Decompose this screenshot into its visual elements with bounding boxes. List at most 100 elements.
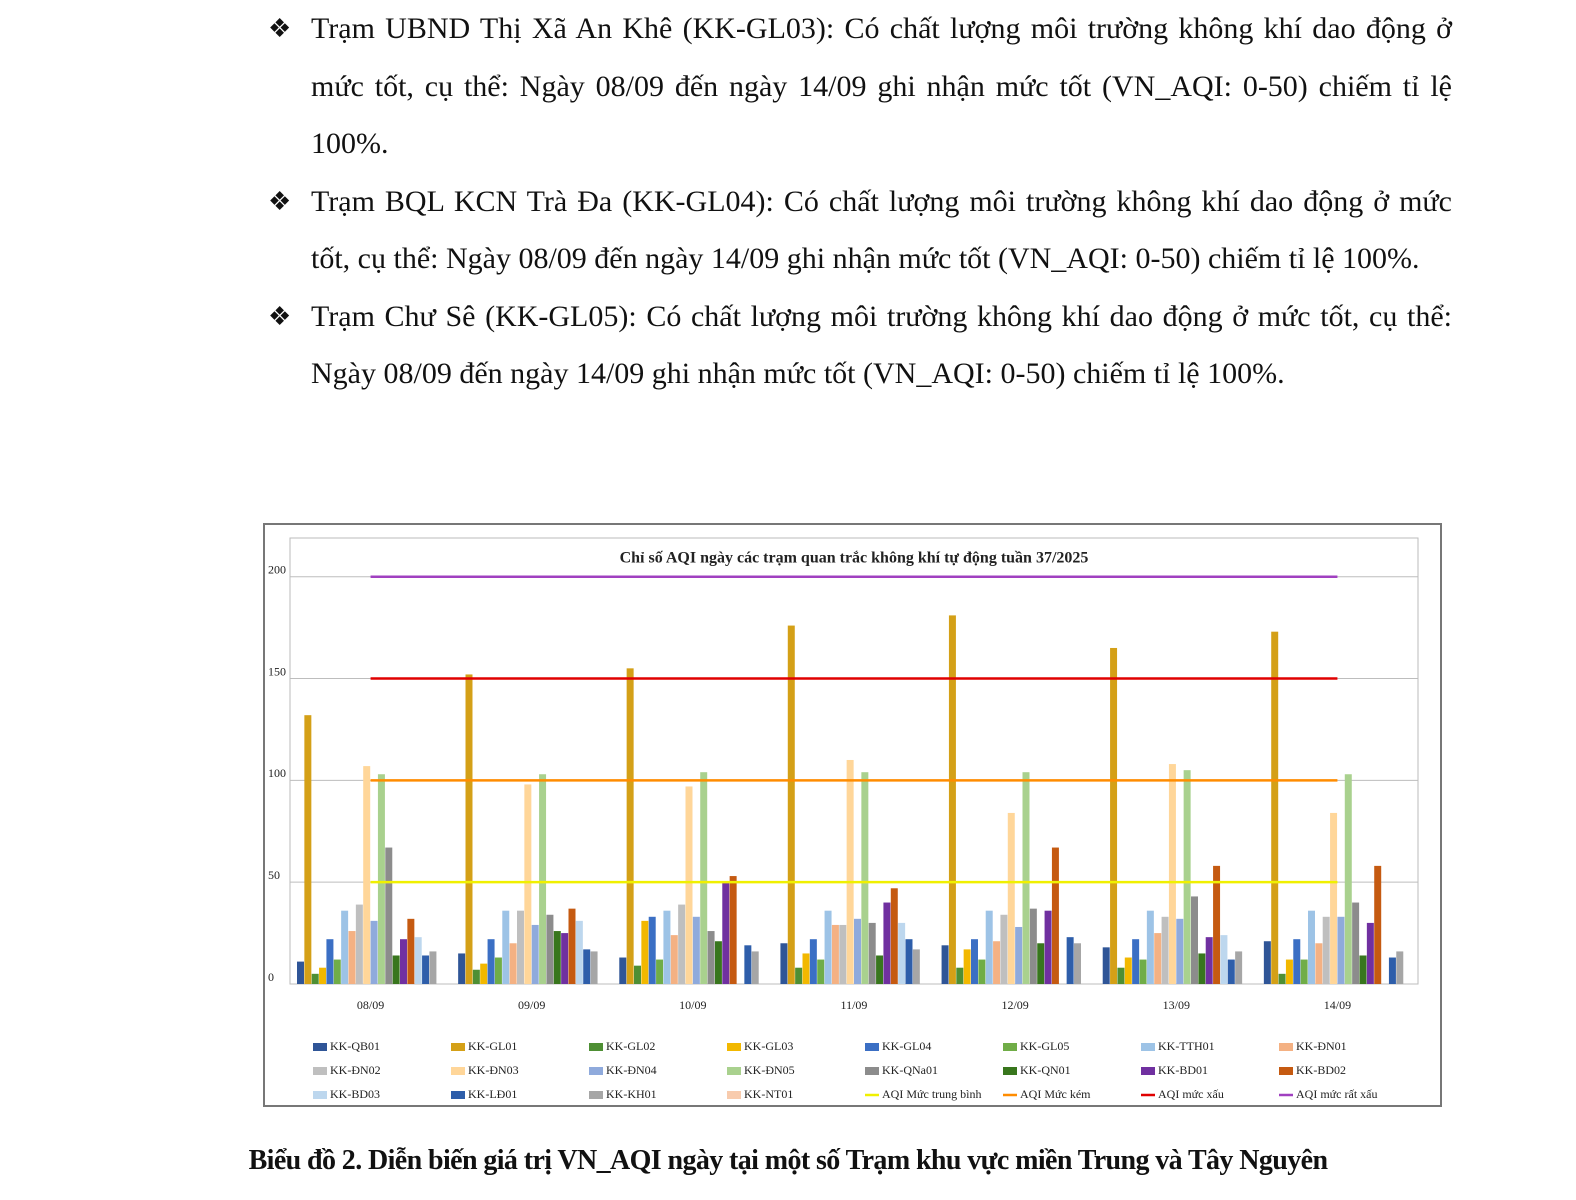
- bar: [809, 939, 817, 984]
- document: ❖ Trạm UBND Thị Xã An Khê (KK-GL03): Có c…: [268, 0, 1452, 403]
- bar: [1102, 947, 1110, 984]
- bar: [941, 945, 949, 984]
- legend-marker: [727, 1067, 741, 1075]
- legend-label: AQI mức xấu: [1158, 1087, 1224, 1101]
- bar: [678, 904, 686, 984]
- legend-marker: [1279, 1067, 1293, 1075]
- bar: [1191, 896, 1198, 984]
- bar: [905, 939, 913, 984]
- bar: [1374, 865, 1382, 984]
- bar: [531, 924, 539, 984]
- legend-label: KK-ĐN03: [468, 1063, 519, 1077]
- bar: [1066, 937, 1074, 984]
- legend-label: KK-GL01: [468, 1039, 517, 1053]
- legend-marker: [451, 1067, 465, 1075]
- bar: [641, 920, 649, 984]
- bar: [1154, 933, 1162, 984]
- bar: [414, 937, 422, 984]
- bar: [912, 949, 920, 984]
- bar: [839, 924, 847, 984]
- bar: [751, 951, 759, 984]
- bar: [1015, 926, 1023, 984]
- bar: [824, 910, 832, 984]
- bar: [692, 916, 700, 984]
- bar: [985, 910, 993, 984]
- x-tick-label: 14/09: [1324, 998, 1351, 1012]
- legend-marker: [865, 1043, 879, 1051]
- bar: [1278, 973, 1286, 984]
- bar: [898, 922, 906, 984]
- bar: [802, 953, 810, 984]
- bar: [1344, 774, 1352, 984]
- bar: [1183, 770, 1191, 984]
- bar: [854, 918, 861, 984]
- bar: [341, 910, 349, 984]
- legend-label: AQI Mức kém: [1020, 1087, 1091, 1101]
- x-tick-label: 13/09: [1163, 998, 1190, 1012]
- bar: [400, 939, 407, 984]
- bar: [509, 943, 517, 984]
- bar: [333, 959, 341, 984]
- legend-marker: [589, 1067, 603, 1075]
- bar: [1315, 943, 1323, 984]
- bar: [780, 943, 788, 984]
- bar: [1388, 957, 1396, 984]
- bar: [1074, 943, 1081, 984]
- legend-label: KK-GL04: [882, 1039, 931, 1053]
- legend-label: KK-ĐN05: [744, 1063, 795, 1077]
- bar: [993, 941, 1001, 984]
- bar: [876, 955, 884, 984]
- bar: [494, 957, 502, 984]
- bullet-icon: ❖: [268, 186, 292, 216]
- bar: [546, 914, 554, 984]
- legend-marker: [1279, 1043, 1293, 1051]
- legend-marker: [313, 1091, 327, 1099]
- bar: [729, 876, 737, 984]
- legend-label: KK-GL03: [744, 1039, 793, 1053]
- bar: [1051, 847, 1059, 984]
- bar: [1285, 959, 1293, 984]
- bar: [1022, 772, 1030, 984]
- bar: [978, 959, 986, 984]
- legend-label: KK-KH01: [606, 1087, 657, 1101]
- bar: [502, 910, 510, 984]
- bar: [787, 625, 795, 984]
- bar: [1110, 647, 1118, 984]
- legend-marker: [313, 1067, 327, 1075]
- legend-label: KK-LĐ01: [468, 1087, 517, 1101]
- bar: [429, 951, 437, 984]
- legend-label: AQI mức rất xấu: [1296, 1087, 1377, 1101]
- bar: [1161, 916, 1169, 984]
- legend-marker: [451, 1091, 465, 1099]
- bar: [348, 931, 356, 984]
- bar: [363, 766, 371, 984]
- bar: [1124, 957, 1132, 984]
- bullet-icon: ❖: [268, 14, 292, 43]
- bar: [487, 939, 495, 984]
- legend-label: KK-GL02: [606, 1039, 655, 1053]
- bar: [1337, 916, 1345, 984]
- bar: [648, 916, 656, 984]
- bar: [1263, 941, 1271, 984]
- bar: [963, 949, 971, 984]
- bar: [561, 933, 569, 984]
- legend-label: AQI Mức trung bình: [882, 1087, 982, 1101]
- paragraph: ❖ Trạm BQL KCN Trà Đa (KK-GL04): Có chất …: [268, 173, 1452, 288]
- bar: [583, 949, 591, 984]
- bar: [619, 957, 627, 984]
- bar: [1359, 955, 1367, 984]
- legend-label: KK-QN01: [1020, 1063, 1071, 1077]
- bar: [634, 965, 641, 984]
- paragraph-text: Trạm Chư Sê (KK-GL05): Có chất lượng môi…: [311, 299, 1452, 391]
- bar: [326, 939, 334, 984]
- bar: [1227, 959, 1235, 984]
- legend-label: KK-QNa01: [882, 1063, 938, 1077]
- bar: [385, 847, 393, 984]
- bullet-icon: ❖: [268, 301, 292, 331]
- bar: [663, 910, 671, 984]
- x-tick-label: 12/09: [1001, 998, 1028, 1012]
- bar: [1213, 865, 1221, 984]
- bar: [890, 888, 898, 984]
- bar: [370, 920, 378, 984]
